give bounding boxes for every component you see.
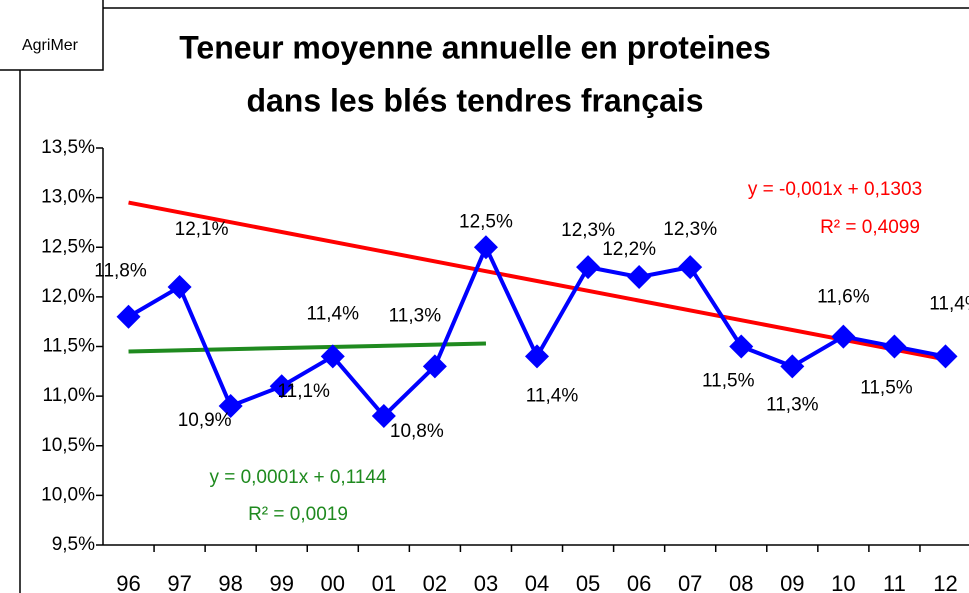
x-tick-label: 00 — [321, 571, 345, 593]
y-tick-label: 13,5% — [41, 137, 95, 158]
value-label: 12,3% — [663, 219, 717, 240]
marker — [218, 394, 243, 419]
value-label: 11,5% — [860, 378, 913, 399]
x-tick-label: 01 — [372, 571, 396, 593]
value-label: 11,4% — [929, 293, 969, 314]
y-tick-label: 13,0% — [41, 187, 95, 208]
x-tick-label: 05 — [576, 571, 600, 593]
y-tick-label: 9,5% — [52, 534, 95, 555]
logo-box — [0, 0, 104, 71]
value-label: 12,3% — [561, 220, 615, 241]
y-tick-label: 11,0% — [43, 385, 96, 406]
y-tick-label: 10,5% — [41, 435, 95, 456]
x-tick-label: 02 — [423, 571, 447, 593]
value-label: 12,5% — [459, 211, 513, 232]
value-label: 12,2% — [602, 239, 656, 260]
marker — [729, 334, 754, 359]
logo: AgriMer — [22, 37, 79, 54]
marker — [678, 255, 703, 280]
value-label: 11,1% — [277, 381, 330, 402]
x-tick-label: 97 — [167, 571, 191, 593]
value-label: 10,9% — [178, 410, 232, 431]
trend-equation: y = 0,0001x + 0,1144 — [209, 467, 387, 488]
x-tick-label: 98 — [218, 571, 242, 593]
value-label: 11,5% — [702, 371, 755, 392]
x-tick-label: 08 — [729, 571, 753, 593]
marker — [780, 354, 805, 379]
marker — [422, 354, 447, 379]
x-tick-label: 06 — [627, 571, 651, 593]
value-label: 11,6% — [817, 287, 870, 308]
marker — [576, 255, 601, 280]
marker — [525, 344, 550, 369]
marker — [882, 334, 907, 359]
trendline — [128, 200, 946, 362]
value-label: 11,8% — [94, 261, 147, 282]
x-tick-label: 04 — [525, 571, 549, 593]
x-tick-label: 99 — [269, 571, 293, 593]
y-tick-label: 12,0% — [41, 286, 95, 307]
x-tick-label: 09 — [780, 571, 804, 593]
y-tick-label: 11,5% — [43, 336, 96, 357]
y-tick-label: 10,0% — [41, 484, 95, 505]
value-label: 10,8% — [390, 421, 444, 442]
trend-equation: y = -0,001x + 0,1303 — [748, 179, 922, 200]
x-tick-label: 07 — [678, 571, 702, 593]
value-label: 11,3% — [766, 394, 819, 415]
x-tick-label: 03 — [474, 571, 498, 593]
x-tick-label: 96 — [116, 571, 140, 593]
trend-r2: R² = 0,0019 — [248, 504, 348, 525]
marker — [831, 324, 856, 349]
value-label: 11,4% — [526, 385, 579, 406]
marker — [371, 403, 396, 428]
x-tick-label: 12 — [933, 571, 957, 593]
chart-title: dans les blés tendres français — [246, 82, 703, 118]
trend-r2: R² = 0,4099 — [820, 217, 920, 238]
y-tick-label: 12,5% — [41, 236, 95, 257]
marker — [269, 374, 294, 399]
trendline — [128, 341, 486, 354]
x-tick-label: 11 — [883, 571, 906, 593]
marker — [116, 304, 141, 329]
x-tick-label: 10 — [831, 571, 855, 593]
marker — [627, 265, 652, 290]
value-label: 11,3% — [389, 305, 442, 326]
marker — [320, 344, 345, 369]
value-label: 12,1% — [175, 219, 229, 240]
marker — [167, 274, 192, 299]
value-label: 11,4% — [307, 303, 360, 324]
chart-title: Teneur moyenne annuelle en proteines — [179, 29, 771, 65]
marker — [933, 344, 958, 369]
marker — [473, 235, 498, 260]
